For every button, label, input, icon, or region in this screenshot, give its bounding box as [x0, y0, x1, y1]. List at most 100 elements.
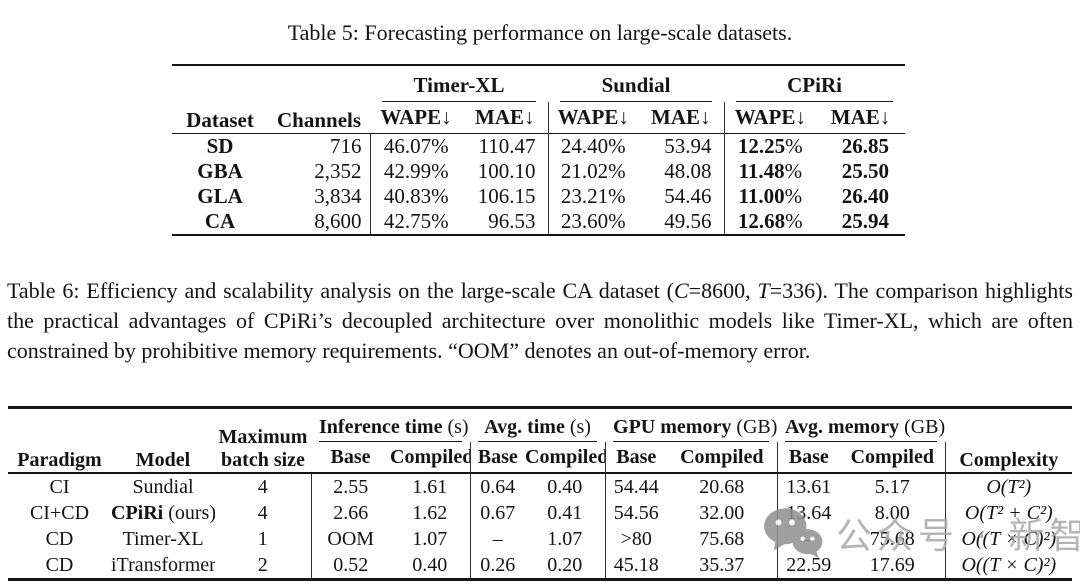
t5-cell-timerxl-wape: 42.75%	[369, 209, 462, 235]
t5-cell-channels: 3,834	[314, 184, 362, 208]
t5-subheader-wape-cpiri: WAPE↓	[723, 102, 817, 134]
t6-subheader-base-avgtime: Base	[469, 442, 526, 473]
t5-cell-timerxl-mae: 100.10	[477, 159, 536, 183]
t5-cell-sundial-mae: 54.46	[664, 184, 712, 208]
t6-cell-batch: 4	[257, 475, 268, 498]
t6-cell-avgtime-compiled: 0.20	[547, 553, 583, 576]
t6-cell-gpumem-compiled: 32.00	[699, 501, 745, 524]
t5-subheader-wape-sundial: WAPE↓	[547, 102, 639, 134]
t6-cell-avgmem-base: 13.64	[776, 500, 841, 526]
t6-group-header-avg-time: Avg. time (s)	[470, 408, 605, 442]
t5-cell-cpiri-wape: 12.68%	[723, 209, 817, 235]
t5-cell-sundial-wape: 21.02%	[547, 159, 639, 184]
t5-cell-sundial-wape: 23.60%	[547, 209, 639, 235]
t5-group-header-sundial: Sundial	[548, 65, 724, 102]
t5-cell-timerxl-wape: 42.99%	[369, 159, 462, 184]
t6-cell-inference-compiled: 0.40	[412, 553, 448, 576]
table6-caption: Table 6: Efficiency and scalability anal…	[7, 278, 1073, 363]
t6-group-header-avg-memory: Avg. memory (GB)	[777, 408, 945, 442]
t5-header-channels: Channels	[276, 108, 362, 132]
t6-group-header-gpu-memory: GPU memory (GB)	[605, 408, 777, 442]
t6-header-paradigm: Paradigm	[17, 449, 102, 471]
t6-cell-batch: 1	[257, 527, 268, 550]
t5-cell-cpiri-mae: 25.94	[841, 209, 890, 233]
table-row: CD iTransformer 2 0.52 0.40 0.26 0.20 45…	[8, 552, 1073, 580]
t5-cell-channels: 2,352	[314, 159, 362, 183]
t5-cell-sundial-mae: 53.94	[664, 134, 712, 158]
t6-cell-avgmem-compiled: 5.17	[874, 475, 910, 498]
t6-cell-inference-compiled: 1.07	[412, 527, 448, 550]
t6-cell-avgtime-base: 0.26	[469, 552, 526, 580]
t5-cell-timerxl-mae: 106.15	[477, 184, 536, 208]
table5-caption: Table 5: Forecasting performance on larg…	[287, 20, 793, 45]
t6-cell-inference-base: 2.66	[310, 500, 390, 526]
t6-cell-avgmem-base: –	[776, 526, 841, 552]
t5-group-header-cpiri: CPiRi	[724, 65, 905, 102]
t6-cell-avgmem-base: 22.59	[776, 552, 841, 580]
t6-cell-gpumem-compiled: 75.68	[699, 527, 745, 550]
t5-header-dataset: Dataset	[186, 108, 254, 132]
t5-cell-channels: 8,600	[314, 209, 362, 233]
t6-cell-model: iTransformer	[111, 553, 215, 576]
t5-cell-dataset: SD	[206, 134, 234, 158]
t6-cell-inference-compiled: 1.62	[412, 501, 448, 524]
t5-cell-dataset: GLA	[197, 184, 243, 208]
t6-subheader-compiled-gpumem: Compiled	[680, 445, 764, 468]
t6-subheader-base-avgmem: Base	[776, 442, 841, 473]
t5-cell-cpiri-wape: 11.00%	[723, 184, 817, 209]
t6-cell-avgtime-compiled: 0.40	[547, 475, 583, 498]
t6-cell-inference-compiled: 1.61	[412, 475, 448, 498]
t6-cell-model: CPiRi (ours)	[111, 501, 215, 524]
t5-cell-cpiri-wape: 11.48%	[723, 159, 817, 184]
t5-cell-dataset: CA	[204, 209, 236, 233]
t5-cell-timerxl-wape: 40.83%	[369, 184, 462, 209]
t6-cell-complexity: O((T × C)²)	[944, 552, 1073, 580]
t6-cell-batch: 2	[257, 553, 268, 576]
t5-subheader-mae-sundial: MAE↓	[651, 105, 711, 129]
t6-cell-gpumem-base: >80	[604, 526, 668, 552]
t6-cell-avgtime-base: 0.64	[469, 473, 526, 500]
t6-cell-gpumem-compiled: 35.37	[699, 553, 745, 576]
t5-cell-channels: 716	[330, 134, 362, 158]
table-row: CA 8,600 42.75% 96.53 23.60% 49.56 12.68…	[172, 209, 905, 235]
t6-cell-avgtime-base: –	[469, 526, 526, 552]
t6-header-model: Model	[135, 449, 191, 471]
t6-subheader-compiled-avgmem: Compiled	[840, 442, 946, 473]
t6-cell-avgmem-compiled: 75.68	[869, 527, 915, 550]
t5-cell-sundial-mae: 49.56	[664, 209, 712, 233]
t5-cell-cpiri-mae: 26.40	[841, 184, 890, 208]
t6-cell-model: Timer-XL	[122, 527, 204, 550]
t6-subheader-base-gpumem: Base	[604, 442, 668, 473]
t6-cell-gpumem-base: 45.18	[604, 552, 668, 580]
t6-cell-batch: 4	[257, 501, 268, 524]
table-row: SD 716 46.07% 110.47 24.40% 53.94 12.25%…	[172, 133, 905, 159]
t5-subheader-mae-cpiri: MAE↓	[830, 105, 891, 129]
t6-subheader-base-inference: Base	[330, 445, 371, 468]
t6-header-complexity: Complexity	[959, 449, 1059, 471]
t6-cell-paradigm: CI+CD	[29, 501, 90, 524]
t6-cell-inference-base: 2.55	[310, 473, 390, 500]
t6-cell-avgtime-compiled: 0.41	[547, 501, 583, 524]
t5-subheader-mae-timerxl: MAE↓	[475, 105, 535, 129]
t6-cell-complexity: O((T × C)²)	[944, 526, 1073, 552]
t5-cell-cpiri-mae: 26.85	[841, 134, 890, 158]
table-row: CI Sundial 4 2.55 1.61 0.64 0.40 54.44 2…	[8, 473, 1073, 500]
t5-cell-sundial-mae: 48.08	[664, 159, 712, 183]
table-row: GBA 2,352 42.99% 100.10 21.02% 48.08 11.…	[172, 159, 905, 184]
t6-cell-avgtime-compiled: 1.07	[547, 527, 583, 550]
t6-subheader-compiled-avgtime: Compiled	[525, 445, 606, 468]
t6-cell-paradigm: CD	[45, 527, 74, 550]
t6-cell-avgtime-base: 0.67	[469, 500, 526, 526]
t6-header-max-batch-size: Maximum batch size	[218, 426, 308, 471]
t5-cell-cpiri-wape: 12.25%	[723, 133, 817, 159]
t6-cell-complexity: O(T² + C²)	[944, 500, 1073, 526]
t6-cell-model: Sundial	[132, 475, 194, 498]
t5-cell-sundial-wape: 23.21%	[547, 184, 639, 209]
math-var-c: C	[673, 278, 689, 303]
t6-cell-avgmem-compiled: 17.69	[869, 553, 915, 576]
t6-cell-complexity: O(T²)	[944, 473, 1073, 500]
t6-cell-gpumem-base: 54.44	[604, 473, 668, 500]
t6-cell-paradigm: CI	[49, 475, 70, 498]
t5-cell-dataset: GBA	[197, 159, 243, 183]
